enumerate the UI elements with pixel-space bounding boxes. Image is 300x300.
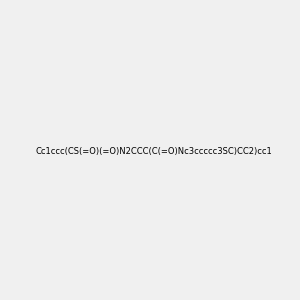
Text: Cc1ccc(CS(=O)(=O)N2CCC(C(=O)Nc3ccccc3SC)CC2)cc1: Cc1ccc(CS(=O)(=O)N2CCC(C(=O)Nc3ccccc3SC)… [35, 147, 272, 156]
